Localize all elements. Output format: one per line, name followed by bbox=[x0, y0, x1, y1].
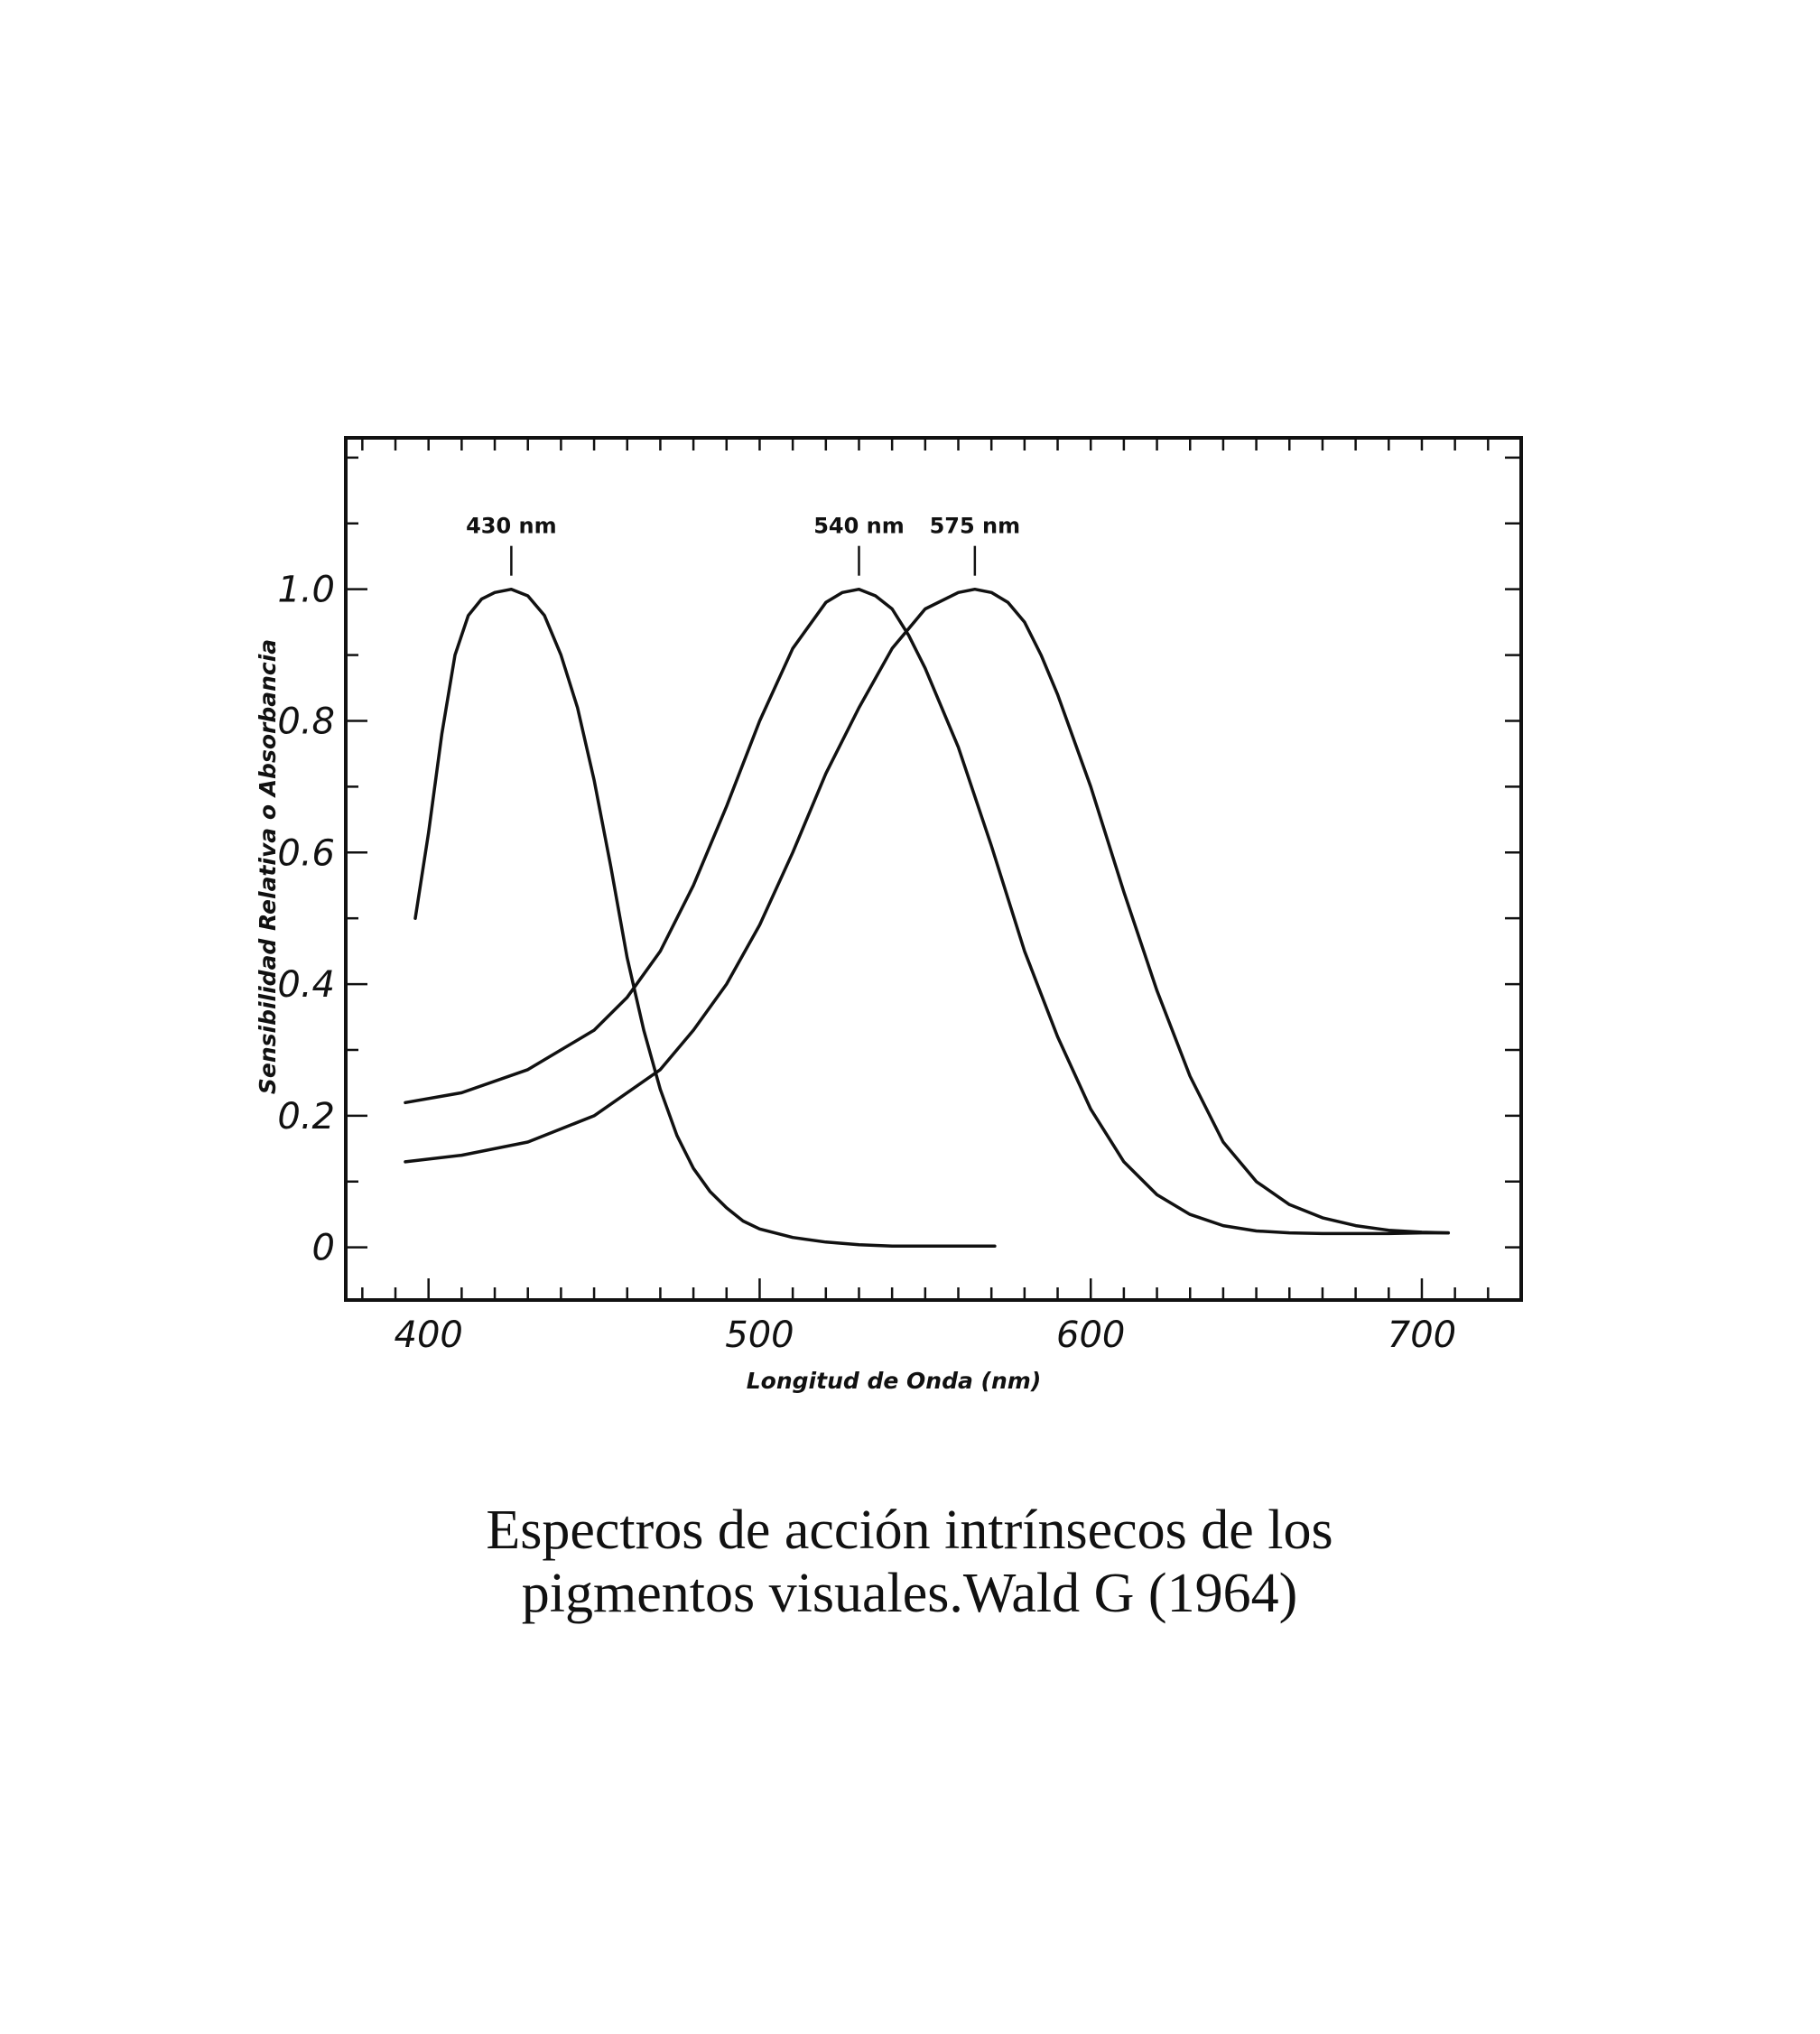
caption-line-2: pigmentos visuales.Wald G (1964) bbox=[521, 1563, 1298, 1625]
axis-tick-labels: 400 500 600 700 0 0.2 0.4 0.6 0.8 1.0 bbox=[277, 570, 1456, 1356]
peak-annotations: 430 nm 540 nm 575 nm bbox=[466, 514, 1020, 576]
y-tick-label: 0 bbox=[312, 1228, 335, 1269]
peak-label: 540 nm bbox=[813, 514, 905, 539]
x-tick-label: 600 bbox=[1056, 1314, 1125, 1356]
figure-caption: Espectros de acción intrínsecos de los p… bbox=[271, 1499, 1548, 1625]
curve-short-wave bbox=[413, 587, 997, 1248]
y-tick-label: 0.6 bbox=[277, 832, 335, 874]
peak-label: 575 nm bbox=[930, 514, 1021, 539]
y-tick-label: 0.2 bbox=[277, 1096, 335, 1138]
caption-line-1: Espectros de acción intrínsecos de los bbox=[486, 1500, 1333, 1561]
spectral-curves bbox=[404, 587, 1451, 1248]
y-tick-label: 1.0 bbox=[277, 570, 335, 611]
x-axis-title: Longitud de Onda (nm) bbox=[747, 1368, 1042, 1394]
y-axis-title: Sensibilidad Relativa o Absorbancia bbox=[255, 639, 281, 1094]
axis-ticks bbox=[346, 438, 1521, 1300]
x-tick-label: 500 bbox=[725, 1314, 794, 1356]
plot-frame bbox=[344, 436, 1523, 1302]
curve-long-wave bbox=[404, 587, 1451, 1235]
y-tick-label: 0.4 bbox=[277, 964, 335, 1006]
x-tick-label: 700 bbox=[1388, 1314, 1456, 1356]
x-tick-label: 400 bbox=[395, 1314, 463, 1356]
y-tick-label: 0.8 bbox=[277, 701, 335, 742]
curve-medium-wave bbox=[404, 587, 1451, 1236]
peak-label: 430 nm bbox=[466, 514, 557, 539]
